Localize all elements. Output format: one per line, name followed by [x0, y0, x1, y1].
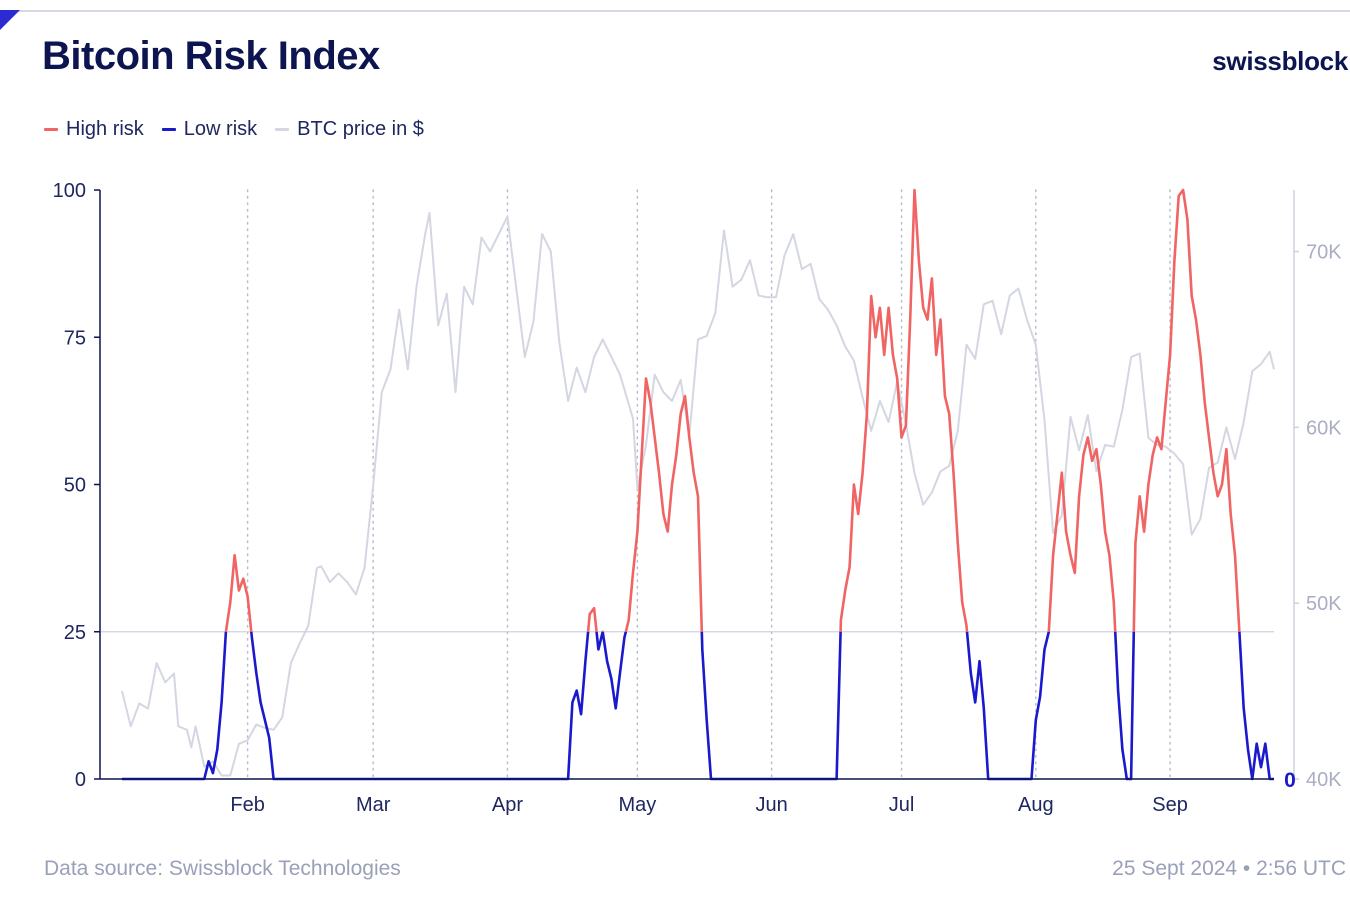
y-left-tick-label: 25 — [64, 622, 86, 644]
data-source: Data source: Swissblock Technologies — [44, 857, 401, 880]
legend-item-btc-price: BTC price in $ — [275, 118, 424, 141]
x-tick-label: Sep — [1152, 794, 1188, 816]
legend-swatch-low-risk — [161, 128, 176, 131]
legend-label-low-risk: Low risk — [183, 118, 258, 140]
x-tick-label: Jun — [755, 794, 787, 816]
x-tick-label: Aug — [1018, 794, 1054, 816]
low-risk-line — [122, 631, 1274, 781]
y-right-tick-label: 70K — [1306, 242, 1342, 264]
chart-tick-labels: Feb Mar Apr May Jun Jul Aug Sep 0 25 50 75 100 40K 50K… — [53, 180, 1343, 816]
current-value-label: 0 — [1284, 769, 1296, 792]
legend-item-high-risk: High risk — [44, 118, 144, 141]
legend-label-high-risk: High risk — [66, 118, 144, 140]
btc-price-line — [121, 211, 1275, 777]
chart-axes — [94, 189, 1299, 780]
x-tick-label: May — [618, 794, 656, 816]
page-title: Bitcoin Risk Index — [42, 34, 380, 78]
y-right-tick-label: 50K — [1306, 593, 1342, 615]
y-right-tick-label: 40K — [1306, 769, 1342, 791]
legend-swatch-high-risk — [44, 128, 58, 131]
x-tick-label: Feb — [230, 794, 264, 816]
btc-price-series — [121, 211, 1275, 777]
timestamp: 25 Sept 2024 • 2:56 UTC — [1112, 857, 1346, 880]
corner-accent — [0, 10, 20, 30]
top-rule — [0, 10, 1350, 12]
y-left-tick-label: 75 — [64, 327, 86, 349]
y-right-tick-label: 60K — [1306, 417, 1342, 439]
chart-legend: High risk Low risk BTC price in $ — [44, 118, 424, 141]
y-left-tick-label: 100 — [53, 180, 86, 202]
brand-logo: swissblock — [1212, 46, 1348, 76]
y-left-tick-label: 50 — [64, 475, 86, 497]
x-tick-label: Mar — [356, 794, 391, 816]
x-tick-label: Jul — [889, 794, 915, 816]
x-tick-label: Apr — [492, 794, 523, 816]
legend-label-btc-price: BTC price in $ — [297, 118, 424, 140]
legend-item-low-risk: Low risk — [161, 118, 258, 141]
risk-index-series — [122, 188, 1274, 781]
chart-gridlines — [246, 189, 1171, 780]
y-left-tick-label: 0 — [75, 769, 86, 791]
high-risk-line — [224, 188, 1241, 632]
legend-swatch-btc-price — [275, 128, 290, 131]
